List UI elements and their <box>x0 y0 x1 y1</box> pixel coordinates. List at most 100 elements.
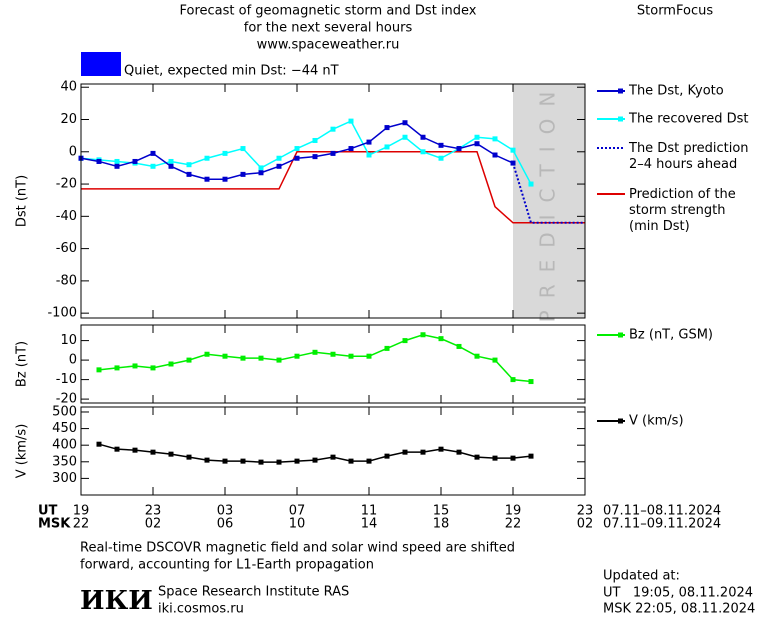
plot-frame <box>80 324 586 404</box>
legend-label: Prediction of the storm strength (min Dst) <box>629 187 736 234</box>
data-point <box>420 332 426 338</box>
x-row-date: 07.11–09.11.2024 <box>603 517 721 532</box>
series-line <box>98 333 532 383</box>
prediction-shade <box>513 84 585 318</box>
logo: ИКИ <box>80 586 153 616</box>
data-point <box>348 146 354 152</box>
y-tick-label: -10 <box>56 372 77 387</box>
status-swatch <box>81 52 121 76</box>
data-point <box>114 365 120 371</box>
data-point <box>366 139 372 145</box>
data-point <box>204 176 210 182</box>
legend-label: The recovered Dst <box>628 112 748 127</box>
data-point <box>366 353 372 359</box>
data-point <box>222 353 228 359</box>
data-point <box>420 149 426 155</box>
site: iki.cosmos.ru <box>158 602 244 617</box>
data-point <box>402 449 408 455</box>
footer-note: Real-time DSCOVR magnetic field and sola… <box>80 541 515 556</box>
data-point <box>258 355 264 361</box>
title-line: Forecast of geomagnetic storm and Dst in… <box>179 4 476 19</box>
y-tick-label: 20 <box>60 112 77 127</box>
x-tick-label: 15 <box>433 504 450 519</box>
data-point <box>96 441 102 447</box>
y-tick-label: 0 <box>69 144 77 159</box>
legend-label: V (km/s) <box>629 414 684 429</box>
data-point <box>204 457 210 463</box>
data-point <box>168 361 174 367</box>
data-point <box>258 459 264 465</box>
y-axis-label: V (km/s) <box>15 424 30 479</box>
data-point <box>204 155 210 161</box>
data-point <box>348 118 354 124</box>
y-tick-label: -20 <box>56 177 77 192</box>
updated-label: Updated at: <box>603 569 680 584</box>
data-point <box>96 367 102 373</box>
x-tick-label: 19 <box>505 504 522 519</box>
data-point <box>276 163 282 169</box>
data-point <box>294 458 300 464</box>
data-point <box>150 449 156 455</box>
legend-marker <box>618 418 623 424</box>
data-point <box>150 365 156 371</box>
x-row-label: UT <box>38 504 58 519</box>
x-tick-label: 02 <box>577 517 594 532</box>
data-point <box>528 379 534 385</box>
series-line <box>512 162 585 224</box>
y-tick-label: 10 <box>60 333 77 348</box>
data-point <box>96 158 102 164</box>
y-tick-label: -80 <box>56 273 77 288</box>
data-point <box>186 171 192 177</box>
data-point <box>330 454 336 460</box>
data-point <box>114 158 120 164</box>
data-point <box>294 353 300 359</box>
legend-marker <box>618 116 623 122</box>
data-point <box>294 155 300 161</box>
series-line <box>81 120 532 185</box>
x-tick-label: 22 <box>505 517 522 532</box>
data-point <box>168 163 174 169</box>
x-row-date: 07.11–08.11.2024 <box>603 504 721 519</box>
plot-frame <box>80 406 586 496</box>
data-point <box>510 377 516 383</box>
data-point <box>474 454 480 460</box>
data-point <box>438 155 444 161</box>
data-point <box>492 136 498 142</box>
data-point <box>186 454 192 460</box>
data-point <box>456 449 462 455</box>
data-point <box>258 170 264 176</box>
data-point <box>438 142 444 148</box>
data-point <box>438 336 444 342</box>
x-tick-label: 10 <box>289 517 306 532</box>
x-tick-label: 23 <box>577 504 594 519</box>
y-tick-label: 350 <box>52 454 77 469</box>
data-point <box>492 357 498 363</box>
x-tick-label: 11 <box>361 504 378 519</box>
data-point <box>330 126 336 132</box>
data-point <box>420 134 426 140</box>
prediction-label: PREDICTION <box>536 80 560 323</box>
y-tick-label: 300 <box>52 471 77 486</box>
data-point <box>384 345 390 351</box>
data-point <box>114 446 120 452</box>
x-tick-label: 14 <box>361 517 378 532</box>
x-tick-label: 07 <box>289 504 306 519</box>
title-line: www.spaceweather.ru <box>257 38 400 53</box>
data-point <box>276 357 282 363</box>
y-tick-label: 0 <box>69 353 77 368</box>
x-tick-label: 03 <box>217 504 234 519</box>
data-point <box>204 351 210 357</box>
legend-label: The Dst prediction 2–4 hours ahead <box>628 141 749 172</box>
y-tick-label: -60 <box>56 241 77 256</box>
data-point <box>276 459 282 465</box>
data-point <box>114 163 120 169</box>
x-row-label: MSK <box>38 517 71 532</box>
data-point <box>528 453 534 459</box>
data-point <box>186 357 192 363</box>
legend-label: Bz (nT, GSM) <box>629 328 713 343</box>
data-point <box>492 152 498 158</box>
legend-marker <box>618 332 623 338</box>
data-point <box>186 162 192 168</box>
